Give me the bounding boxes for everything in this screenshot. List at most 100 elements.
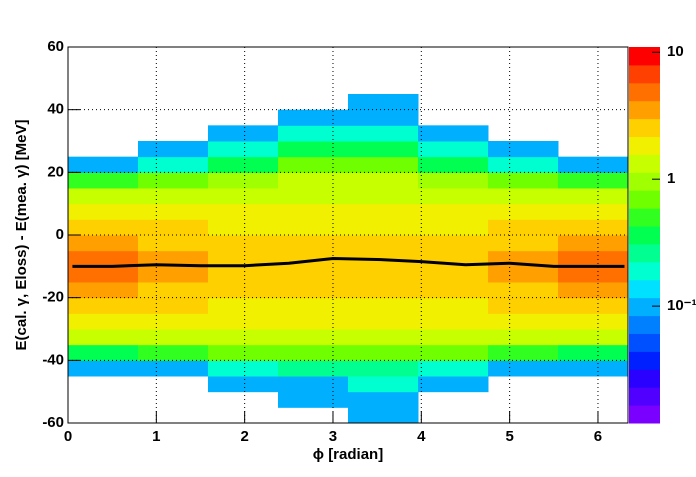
heat-cell: [208, 172, 279, 189]
colorbar-band: [629, 261, 660, 281]
heat-cell: [418, 282, 489, 299]
heat-cell: [418, 376, 489, 393]
heat-cell: [278, 188, 349, 205]
heat-cell: [418, 329, 489, 346]
x-tick-label: 3: [329, 428, 337, 445]
heat-cell: [208, 297, 279, 314]
heat-cell: [208, 360, 279, 377]
heat-cell: [208, 188, 279, 205]
colorbar-band: [629, 154, 660, 173]
heat-cell: [278, 141, 349, 158]
y-tick-label: -20: [42, 289, 64, 306]
colorbar-band: [629, 387, 660, 406]
heat-cell: [348, 391, 419, 408]
colorbar-band: [629, 172, 660, 191]
colorbar-band: [629, 208, 660, 227]
heat-cell: [558, 172, 629, 189]
heat-cell: [278, 109, 349, 126]
heat-cell: [348, 109, 419, 126]
heat-cell: [68, 297, 139, 314]
colorbar-tick-label: 10: [667, 43, 684, 60]
heat-cell: [558, 329, 629, 346]
heat-cell: [558, 266, 629, 283]
heat-cell: [278, 360, 349, 377]
colorbar-band: [629, 82, 660, 102]
heat-cell: [208, 203, 279, 220]
heat-cell: [278, 329, 349, 346]
heat-cell: [558, 188, 629, 205]
heat-cell: [348, 141, 419, 158]
colorbar-band: [629, 100, 660, 120]
x-tick-label: 1: [152, 428, 160, 445]
heat-cell: [208, 235, 279, 252]
heat-cell: [488, 313, 559, 330]
heat-cell: [418, 313, 489, 330]
heat-cell: [488, 329, 559, 346]
heat-cell: [138, 156, 209, 173]
heat-cell: [138, 266, 209, 283]
heat-cell: [558, 203, 629, 220]
colorbar-band: [629, 226, 660, 245]
heat-cell: [418, 156, 489, 173]
heat-cell: [278, 282, 349, 299]
heat-cell: [488, 235, 559, 252]
heat-cell: [68, 235, 139, 252]
heat-cell: [558, 282, 629, 299]
heat-cell: [348, 313, 419, 330]
colorbar-tick-label: 1: [667, 170, 675, 187]
y-tick-label: 0: [56, 226, 64, 243]
y-tick-label: 60: [47, 38, 64, 55]
colorbar-band: [629, 369, 660, 388]
heat-cell: [488, 360, 559, 377]
y-tick-label: -60: [42, 414, 64, 431]
heat-cell: [348, 360, 419, 377]
heat-cell: [348, 376, 419, 393]
heat-cell: [488, 172, 559, 189]
heat-cell: [208, 156, 279, 173]
heat-cell: [138, 203, 209, 220]
x-tick-label: 0: [64, 428, 72, 445]
heat-cell: [278, 235, 349, 252]
heat-cell: [418, 203, 489, 220]
heat-cell: [488, 219, 559, 236]
heat-cell: [68, 156, 139, 173]
heat-cell: [68, 282, 139, 299]
heat-cell: [558, 313, 629, 330]
heat-cell: [68, 172, 139, 189]
heat-cell: [558, 250, 629, 267]
colorbar-band: [629, 64, 660, 84]
heat-cell: [488, 297, 559, 314]
heat-cell: [138, 360, 209, 377]
heat-cell: [138, 172, 209, 189]
colorbar-band: [629, 405, 660, 424]
heat-cell: [418, 266, 489, 283]
heat-cell: [208, 282, 279, 299]
heat-cell: [348, 282, 419, 299]
heat-cell: [348, 297, 419, 314]
x-tick-label: 4: [417, 428, 426, 445]
heat-cell: [208, 344, 279, 361]
heat-cell: [68, 188, 139, 205]
heat-cell: [138, 344, 209, 361]
y-tick-label: 40: [47, 101, 64, 118]
heat-cell: [418, 141, 489, 158]
heat-cell: [348, 329, 419, 346]
heat-cell: [558, 297, 629, 314]
heat-cell: [348, 266, 419, 283]
heat-cell: [208, 219, 279, 236]
heat-cell: [278, 125, 349, 142]
colorbar-band: [629, 279, 660, 299]
heat-cell: [348, 125, 419, 142]
heat-cell: [348, 188, 419, 205]
heat-cell: [278, 376, 349, 393]
heat-cell: [348, 94, 419, 111]
colorbar-band: [629, 243, 660, 263]
heat-cell: [418, 344, 489, 361]
heat-cell: [558, 235, 629, 252]
x-axis-label: ϕ [radian]: [313, 446, 383, 463]
heat-cell: [208, 329, 279, 346]
heat-cell: [348, 219, 419, 236]
heat-cell: [488, 344, 559, 361]
heat-cell: [208, 125, 279, 142]
